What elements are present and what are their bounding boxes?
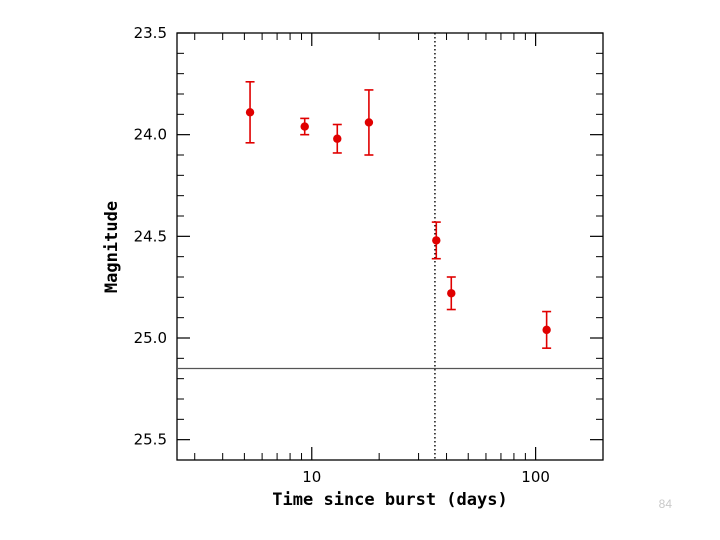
tick-labels: 23.5 24.0 24.5 25.0 25.5 10 100 — [134, 24, 550, 486]
y-tick-label: 24.0 — [134, 126, 167, 144]
data-point — [300, 122, 309, 131]
plot-frame — [176, 32, 604, 461]
reference-lines — [177, 33, 603, 460]
data-points — [245, 81, 552, 349]
x-tick-label: 100 — [521, 468, 550, 486]
y-tick-label: 23.5 — [134, 24, 167, 42]
y-tick-label: 25.5 — [134, 431, 167, 449]
data-point-group — [245, 81, 255, 144]
data-point-group — [431, 221, 441, 260]
data-point — [432, 236, 441, 245]
data-point-group — [446, 276, 456, 311]
x-tick-label: 10 — [302, 468, 321, 486]
data-point-group — [542, 310, 552, 349]
data-point-group — [364, 89, 374, 156]
y-tick-label: 25.0 — [134, 329, 167, 347]
data-point — [364, 118, 374, 127]
x-axis-label: Time since burst (days) — [272, 490, 507, 510]
data-point — [542, 325, 551, 335]
data-point — [447, 289, 456, 298]
data-point — [245, 108, 255, 117]
y-axis-label: Magnitude — [102, 201, 122, 293]
data-point-group — [300, 117, 310, 136]
data-point-group — [332, 123, 342, 154]
data-point — [333, 134, 342, 143]
axis-ticks — [177, 32, 604, 461]
slide-number: 84 — [658, 497, 672, 511]
y-tick-label: 24.5 — [134, 227, 167, 245]
